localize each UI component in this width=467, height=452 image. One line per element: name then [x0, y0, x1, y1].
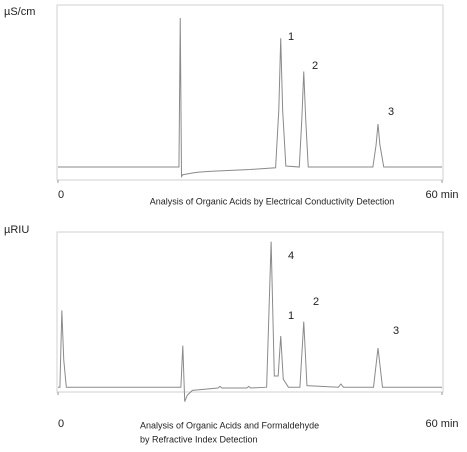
x-tick-label: 0	[58, 418, 64, 430]
x-tick-label: 60 min	[425, 418, 458, 430]
peak-label: 1	[288, 310, 294, 322]
trace	[58, 17, 442, 179]
x-tick-label: 0	[58, 189, 64, 201]
chart-title: Analysis of Organic Acids and Formaldehy…	[140, 420, 319, 430]
peak-label: 3	[388, 106, 394, 118]
chart-subtitle: by Refractive Index Detection	[140, 434, 258, 444]
peak-label: 2	[312, 60, 318, 72]
peak-label: 1	[288, 31, 294, 43]
y-axis-label: µRIU	[4, 224, 29, 236]
peak-label: 3	[393, 325, 399, 337]
peak-label: 4	[288, 250, 294, 262]
x-tick-label: 60 min	[425, 189, 458, 201]
peak-label: 2	[313, 296, 319, 308]
plot-frame	[56, 4, 444, 181]
trace	[58, 241, 442, 402]
chart-title: Analysis of Organic Acids by Electrical …	[150, 196, 395, 206]
plot-frame	[56, 231, 444, 393]
y-axis-label: µS/cm	[4, 6, 35, 18]
